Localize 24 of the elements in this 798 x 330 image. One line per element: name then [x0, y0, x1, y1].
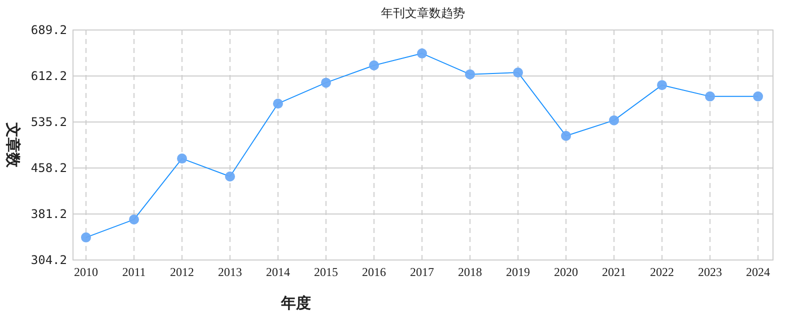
x-tick-label: 2014: [266, 265, 290, 279]
x-tick-label: 2024: [746, 265, 770, 279]
chart-title: 年刊文章数趋势: [381, 6, 465, 20]
x-tick-label: 2015: [314, 265, 338, 279]
y-tick-label: 458.2: [30, 161, 67, 176]
y-tick-label: 612.2: [30, 69, 67, 84]
x-tick-label: 2011: [122, 265, 146, 279]
x-tick-label: 2017: [410, 265, 434, 279]
x-tick-label: 2012: [170, 265, 194, 279]
y-tick-label: 535.2: [30, 115, 67, 130]
x-tick-label: 2010: [74, 265, 98, 279]
x-tick-label: 2018: [458, 265, 482, 279]
x-tick-label: 2022: [650, 265, 674, 279]
x-tick-label: 2023: [698, 265, 722, 279]
x-tick-label: 2020: [554, 265, 578, 279]
y-tick-label: 381.2: [30, 207, 67, 222]
x-tick-label: 2016: [362, 265, 386, 279]
x-tick-label: 2021: [602, 265, 626, 279]
y-tick-label: 304.2: [30, 253, 67, 268]
x-tick-label: 2019: [506, 265, 530, 279]
x-tick-label: 2013: [218, 265, 242, 279]
x-axis-title: 年度: [280, 294, 311, 312]
y-axis-title: 文章数: [4, 122, 22, 168]
y-tick-label: 689.2: [30, 23, 67, 38]
